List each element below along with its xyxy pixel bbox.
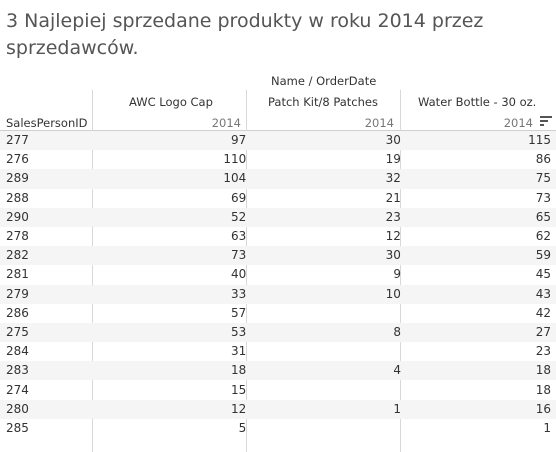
- value-cell[interactable]: 59: [405, 246, 556, 266]
- value-cell[interactable]: 32: [251, 169, 406, 189]
- value-cell[interactable]: 65: [405, 207, 556, 227]
- salesperson-id-cell[interactable]: 278: [6, 229, 29, 244]
- salesperson-id-cell[interactable]: 275: [0, 322, 97, 343]
- table-row: 282 73 30 59: [0, 246, 556, 266]
- table-row: 286 57 42: [0, 304, 556, 323]
- value-cell[interactable]: 86: [535, 152, 551, 167]
- column-divider-2: [246, 90, 247, 452]
- table-row: 274 15 18: [0, 380, 556, 399]
- table-row: 278 63 12 62: [0, 227, 556, 246]
- table-row: 280 12 1 16: [0, 399, 556, 419]
- value-cell[interactable]: 19: [385, 152, 401, 167]
- value-cell[interactable]: [251, 380, 406, 399]
- salesperson-id-cell[interactable]: 283: [0, 361, 97, 381]
- value-cell[interactable]: 69: [230, 190, 247, 205]
- value-cell[interactable]: 75: [405, 169, 556, 189]
- value-cell[interactable]: 27: [405, 322, 556, 343]
- sort-descending-icon[interactable]: [540, 116, 552, 126]
- table-row: 275 53 8 27: [0, 322, 556, 343]
- value-cell[interactable]: 42: [535, 305, 551, 320]
- value-cell[interactable]: 18: [405, 361, 556, 381]
- value-cell[interactable]: 62: [535, 229, 551, 244]
- salesperson-id-cell[interactable]: 279: [0, 284, 97, 304]
- salesperson-id-cell[interactable]: 276: [6, 152, 29, 167]
- value-cell[interactable]: 57: [230, 305, 247, 320]
- value-cell[interactable]: 8: [251, 322, 406, 343]
- value-cell[interactable]: 5: [238, 420, 247, 435]
- salesperson-id-cell[interactable]: 282: [0, 246, 97, 266]
- value-cell[interactable]: 9: [393, 267, 401, 282]
- value-cell[interactable]: [251, 419, 406, 438]
- column-year-3[interactable]: 2014: [503, 116, 533, 130]
- salesperson-id-cell[interactable]: 281: [6, 267, 29, 282]
- table-row: 283 18 4 18: [0, 361, 556, 381]
- value-cell[interactable]: 63: [230, 229, 247, 244]
- value-cell[interactable]: [251, 304, 406, 323]
- table-row: 289 104 32 75: [0, 169, 556, 189]
- table-row: 290 52 23 65: [0, 207, 556, 227]
- salesperson-id-cell[interactable]: 284: [6, 344, 29, 359]
- value-cell[interactable]: 18: [535, 382, 551, 397]
- value-cell[interactable]: 73: [96, 246, 252, 266]
- value-cell[interactable]: 23: [535, 344, 551, 359]
- table-row: 281 40 9 45: [0, 265, 556, 284]
- value-cell[interactable]: 1: [251, 399, 406, 419]
- table-row: 285 5 1: [0, 419, 556, 438]
- column-year-2[interactable]: 2014: [364, 116, 394, 130]
- column-name-3[interactable]: Water Bottle - 30 oz.: [418, 95, 537, 109]
- salesperson-id-cell[interactable]: 288: [6, 190, 29, 205]
- column-name-1[interactable]: AWC Logo Cap: [129, 95, 213, 109]
- value-cell[interactable]: 15: [230, 382, 247, 397]
- value-cell[interactable]: 4: [251, 361, 406, 381]
- salesperson-id-cell[interactable]: 285: [6, 420, 29, 435]
- value-cell[interactable]: 21: [385, 190, 401, 205]
- table-row: 277 97 30 115: [0, 131, 556, 151]
- salesperson-id-cell[interactable]: 277: [0, 131, 97, 151]
- header-divider: [0, 130, 556, 131]
- salesperson-id-cell[interactable]: 290: [0, 207, 97, 227]
- value-cell[interactable]: [251, 342, 406, 361]
- value-cell[interactable]: 33: [96, 284, 252, 304]
- value-cell[interactable]: 23: [251, 207, 406, 227]
- value-cell[interactable]: 40: [230, 267, 247, 282]
- value-cell[interactable]: 18: [96, 361, 252, 381]
- value-cell[interactable]: 10: [251, 284, 406, 304]
- column-name-2[interactable]: Patch Kit/8 Patches: [268, 95, 378, 109]
- column-year-1[interactable]: 2014: [211, 116, 241, 130]
- value-cell[interactable]: 110: [223, 152, 247, 167]
- salesperson-id-cell[interactable]: 274: [6, 382, 29, 397]
- value-cell[interactable]: 16: [405, 399, 556, 419]
- salesperson-id-cell[interactable]: 280: [0, 399, 97, 419]
- value-cell[interactable]: 1: [543, 420, 551, 435]
- value-cell[interactable]: 53: [96, 322, 252, 343]
- value-cell[interactable]: 31: [230, 344, 247, 359]
- table-row: 284 31 23: [0, 342, 556, 361]
- value-cell[interactable]: 30: [251, 131, 406, 151]
- salesperson-id-cell[interactable]: 289: [0, 169, 97, 189]
- row-header-label[interactable]: SalesPersonID: [6, 116, 88, 130]
- value-cell[interactable]: 45: [535, 267, 551, 282]
- value-cell[interactable]: 73: [535, 190, 551, 205]
- value-cell[interactable]: 12: [385, 229, 401, 244]
- salesperson-id-cell[interactable]: 286: [6, 305, 29, 320]
- column-divider-1: [92, 90, 93, 452]
- chart-title: 3 Najlepiej sprzedane produkty w roku 20…: [6, 10, 484, 59]
- value-cell[interactable]: 30: [251, 246, 406, 266]
- column-header-label[interactable]: Name / OrderDate: [271, 74, 377, 88]
- value-cell[interactable]: 97: [96, 131, 252, 151]
- value-cell[interactable]: 12: [96, 399, 252, 419]
- value-cell[interactable]: 43: [405, 284, 556, 304]
- data-table: 277 97 30 115 276 110 19 86 289 104 32 75 288 69 21 73 2…: [0, 131, 556, 438]
- column-divider-3: [400, 90, 401, 452]
- value-cell[interactable]: 104: [96, 169, 252, 189]
- value-cell[interactable]: 115: [405, 131, 556, 151]
- table-row: 288 69 21 73: [0, 189, 556, 208]
- value-cell[interactable]: 52: [96, 207, 252, 227]
- table-row: 279 33 10 43: [0, 284, 556, 304]
- table-row: 276 110 19 86: [0, 150, 556, 169]
